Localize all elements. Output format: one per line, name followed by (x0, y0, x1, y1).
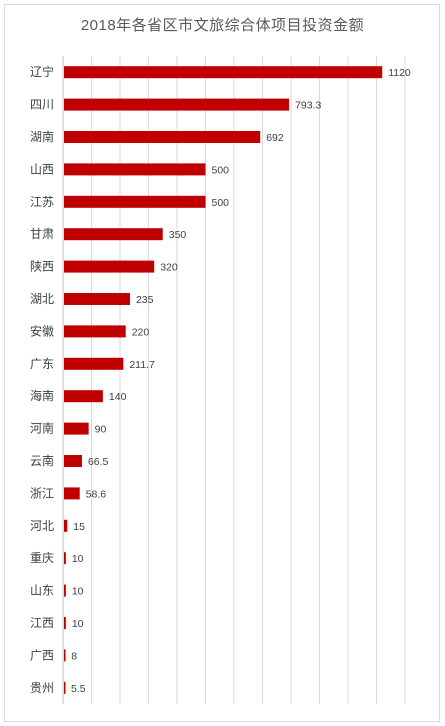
data-label: 500 (212, 197, 230, 209)
bar (64, 195, 206, 208)
bar (64, 681, 66, 694)
category-label: 广西 (30, 648, 54, 662)
bar (64, 131, 261, 143)
category-label: 甘肃 (30, 227, 54, 241)
data-label: 692 (266, 132, 284, 144)
category-label: 海南 (30, 388, 54, 403)
category-label: 山东 (30, 584, 54, 598)
category-label: 江西 (30, 616, 54, 630)
bar (64, 98, 290, 111)
data-label: 500 (212, 164, 230, 176)
category-label: 湖北 (30, 291, 54, 306)
data-label: 320 (160, 262, 178, 274)
category-label: 安徽 (30, 323, 54, 338)
bar (64, 584, 66, 597)
data-label: 90 (95, 424, 107, 436)
category-label: 辽宁 (30, 64, 54, 79)
data-label: 10 (72, 586, 84, 598)
bar (64, 617, 66, 629)
bar (64, 66, 383, 79)
category-label: 湖南 (30, 129, 54, 144)
data-label: 140 (109, 391, 127, 403)
category-label: 四川 (30, 98, 54, 112)
data-label: 66.5 (88, 456, 109, 468)
chart-title: 2018年各省区市文旅综合体项目投资金额 (80, 17, 365, 34)
data-label: 58.6 (86, 488, 107, 500)
bar (64, 228, 163, 241)
data-label: 8 (71, 650, 77, 662)
category-label: 河南 (30, 421, 54, 436)
category-label: 广东 (30, 357, 54, 371)
category-label: 重庆 (30, 551, 54, 565)
bar (64, 519, 68, 532)
bar (64, 487, 80, 500)
bar (64, 357, 124, 370)
data-label: 793.3 (295, 100, 321, 112)
data-label: 350 (169, 229, 187, 241)
data-label: 10 (72, 553, 84, 565)
bar (64, 552, 66, 565)
data-label: 10 (72, 618, 84, 630)
bar (64, 455, 82, 467)
category-label: 江苏 (30, 195, 54, 209)
category-label: 河北 (30, 519, 54, 533)
category-label: 云南 (30, 453, 54, 468)
category-label: 贵州 (30, 681, 54, 695)
bar (64, 649, 66, 662)
data-label: 220 (132, 326, 150, 338)
category-label: 陕西 (30, 259, 54, 274)
bar (64, 163, 206, 176)
data-label: 211.7 (129, 359, 155, 371)
category-label: 浙江 (30, 486, 54, 500)
category-label: 山西 (30, 162, 54, 176)
bar (64, 260, 155, 273)
bar (64, 390, 103, 403)
data-label: 5.5 (71, 683, 86, 695)
bar (64, 422, 89, 435)
bar (64, 325, 126, 338)
data-label: 1120 (388, 67, 411, 79)
data-label: 235 (136, 294, 154, 306)
bar (64, 293, 130, 305)
data-label: 15 (73, 521, 85, 533)
